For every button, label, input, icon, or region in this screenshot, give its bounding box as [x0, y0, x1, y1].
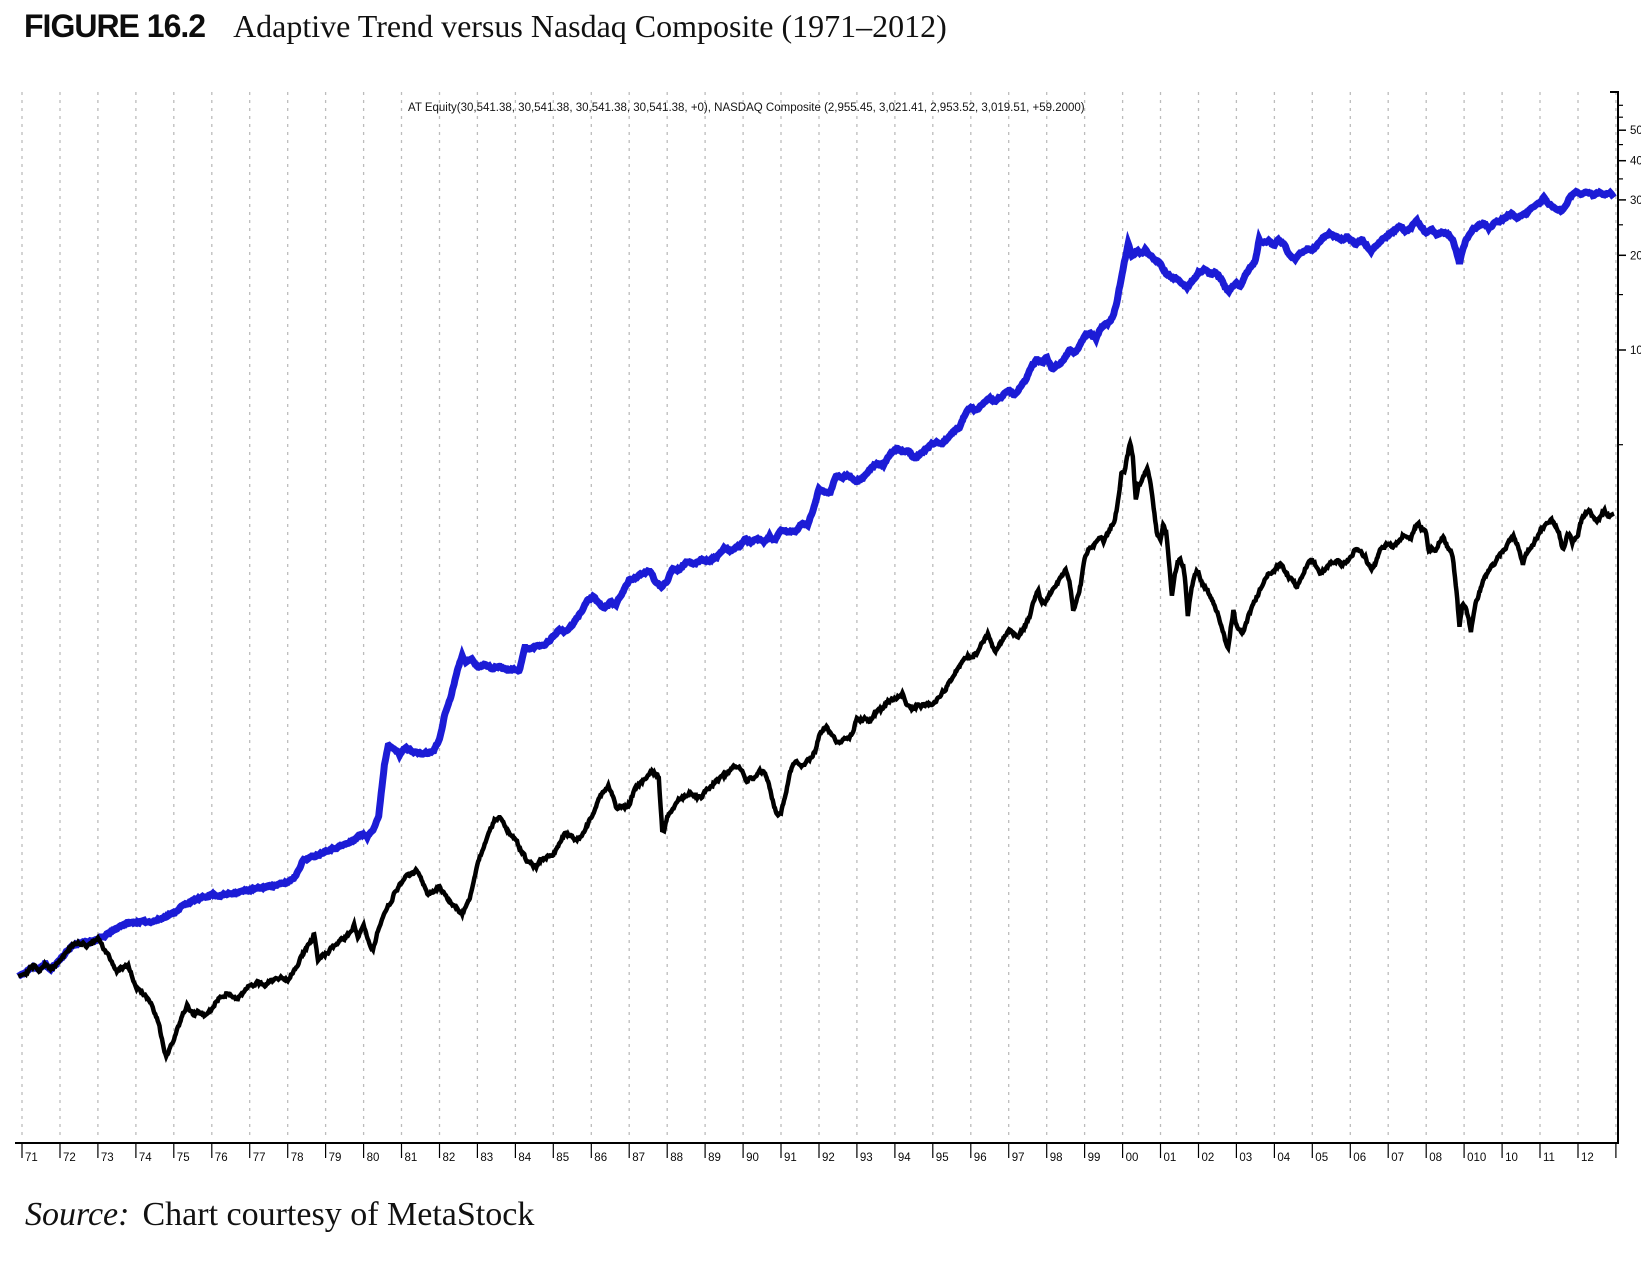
x-tick-label: 86 — [594, 1152, 607, 1164]
x-tick-label: 72 — [63, 1152, 76, 1164]
x-tick-label: 92 — [822, 1152, 835, 1164]
x-tick-label: 10 — [1505, 1152, 1518, 1164]
x-tick-label: 02 — [1202, 1152, 1215, 1164]
x-tick-group: 71 72 73 74 75 76 77 78 79 80 81 82 83 84 85 86 87 88 89 90… — [21, 1143, 1617, 1164]
source-text: Chart courtesy of MetaStock — [142, 1196, 535, 1233]
x-tick-label: 80 — [367, 1152, 380, 1164]
x-tick-label: 73 — [101, 1152, 114, 1164]
x-tick-label: 99 — [1088, 1152, 1101, 1164]
x-tick-label: 98 — [1050, 1152, 1063, 1164]
x-tick-label: 11 — [1543, 1152, 1555, 1164]
y-tick-label: 50 — [1630, 125, 1641, 137]
y-tick-group: 50 40 30 20 10 — [1618, 104, 1641, 446]
x-tick-label: 03 — [1239, 1152, 1252, 1164]
x-tick-label: 76 — [215, 1152, 228, 1164]
x-tick-label: 93 — [860, 1152, 873, 1164]
figure-label: FIGURE 16.2 — [24, 8, 206, 44]
x-tick-label: 96 — [974, 1152, 987, 1164]
x-tick-label: 85 — [556, 1152, 569, 1164]
x-tick-label: 97 — [1012, 1152, 1025, 1164]
source-prefix: Source: — [25, 1196, 130, 1233]
x-tick-label: 81 — [405, 1152, 418, 1164]
x-tick-label: 84 — [518, 1152, 531, 1164]
x-tick-label: 89 — [708, 1152, 721, 1164]
x-tick-label: 74 — [139, 1152, 152, 1164]
x-tick-label: 94 — [898, 1152, 911, 1164]
figure-header: FIGURE 16.2 Adaptive Trend versus Nasdaq… — [24, 8, 947, 45]
x-tick-label: 07 — [1391, 1152, 1404, 1164]
x-tick-label: 87 — [632, 1152, 645, 1164]
x-tick-label: 05 — [1315, 1152, 1328, 1164]
x-tick-label: 83 — [480, 1152, 493, 1164]
axes — [15, 91, 1619, 1144]
x-tick-label: 01 — [1164, 1152, 1177, 1164]
x-tick-label: 88 — [670, 1152, 683, 1164]
y-tick-label: 40 — [1630, 156, 1641, 168]
figure-title: Adaptive Trend versus Nasdaq Composite (… — [233, 8, 947, 44]
y-tick-label: 10 — [1630, 345, 1641, 357]
chart-annotation: AT Equity(30,541.38, 30,541.38, 30,541.3… — [408, 102, 1085, 114]
x-tick-label: 78 — [291, 1152, 304, 1164]
x-tick-label: 04 — [1277, 1152, 1290, 1164]
source-line: Source: Chart courtesy of MetaStock — [25, 1196, 534, 1234]
gridlines — [21, 92, 1617, 1140]
x-tick-label: 90 — [746, 1152, 759, 1164]
x-tick-label: 77 — [253, 1152, 266, 1164]
series-line-nasdaq-composite — [17, 435, 1615, 1063]
series-line-at-equity — [16, 187, 1617, 980]
x-tick-label: 82 — [443, 1152, 456, 1164]
y-tick-label: 20 — [1630, 250, 1641, 262]
x-tick-label: 010 — [1467, 1152, 1486, 1164]
x-tick-label: 79 — [329, 1152, 342, 1164]
x-tick-label: 75 — [177, 1152, 190, 1164]
x-tick-label: 08 — [1429, 1152, 1442, 1164]
x-tick-label: 00 — [1126, 1152, 1139, 1164]
x-tick-label: 95 — [936, 1152, 949, 1164]
x-tick-label: 06 — [1353, 1152, 1366, 1164]
x-tick-label: 71 — [25, 1152, 38, 1164]
y-tick-label: 30 — [1630, 195, 1641, 207]
x-tick-label: 12 — [1581, 1152, 1594, 1164]
x-tick-label: 91 — [784, 1152, 797, 1164]
